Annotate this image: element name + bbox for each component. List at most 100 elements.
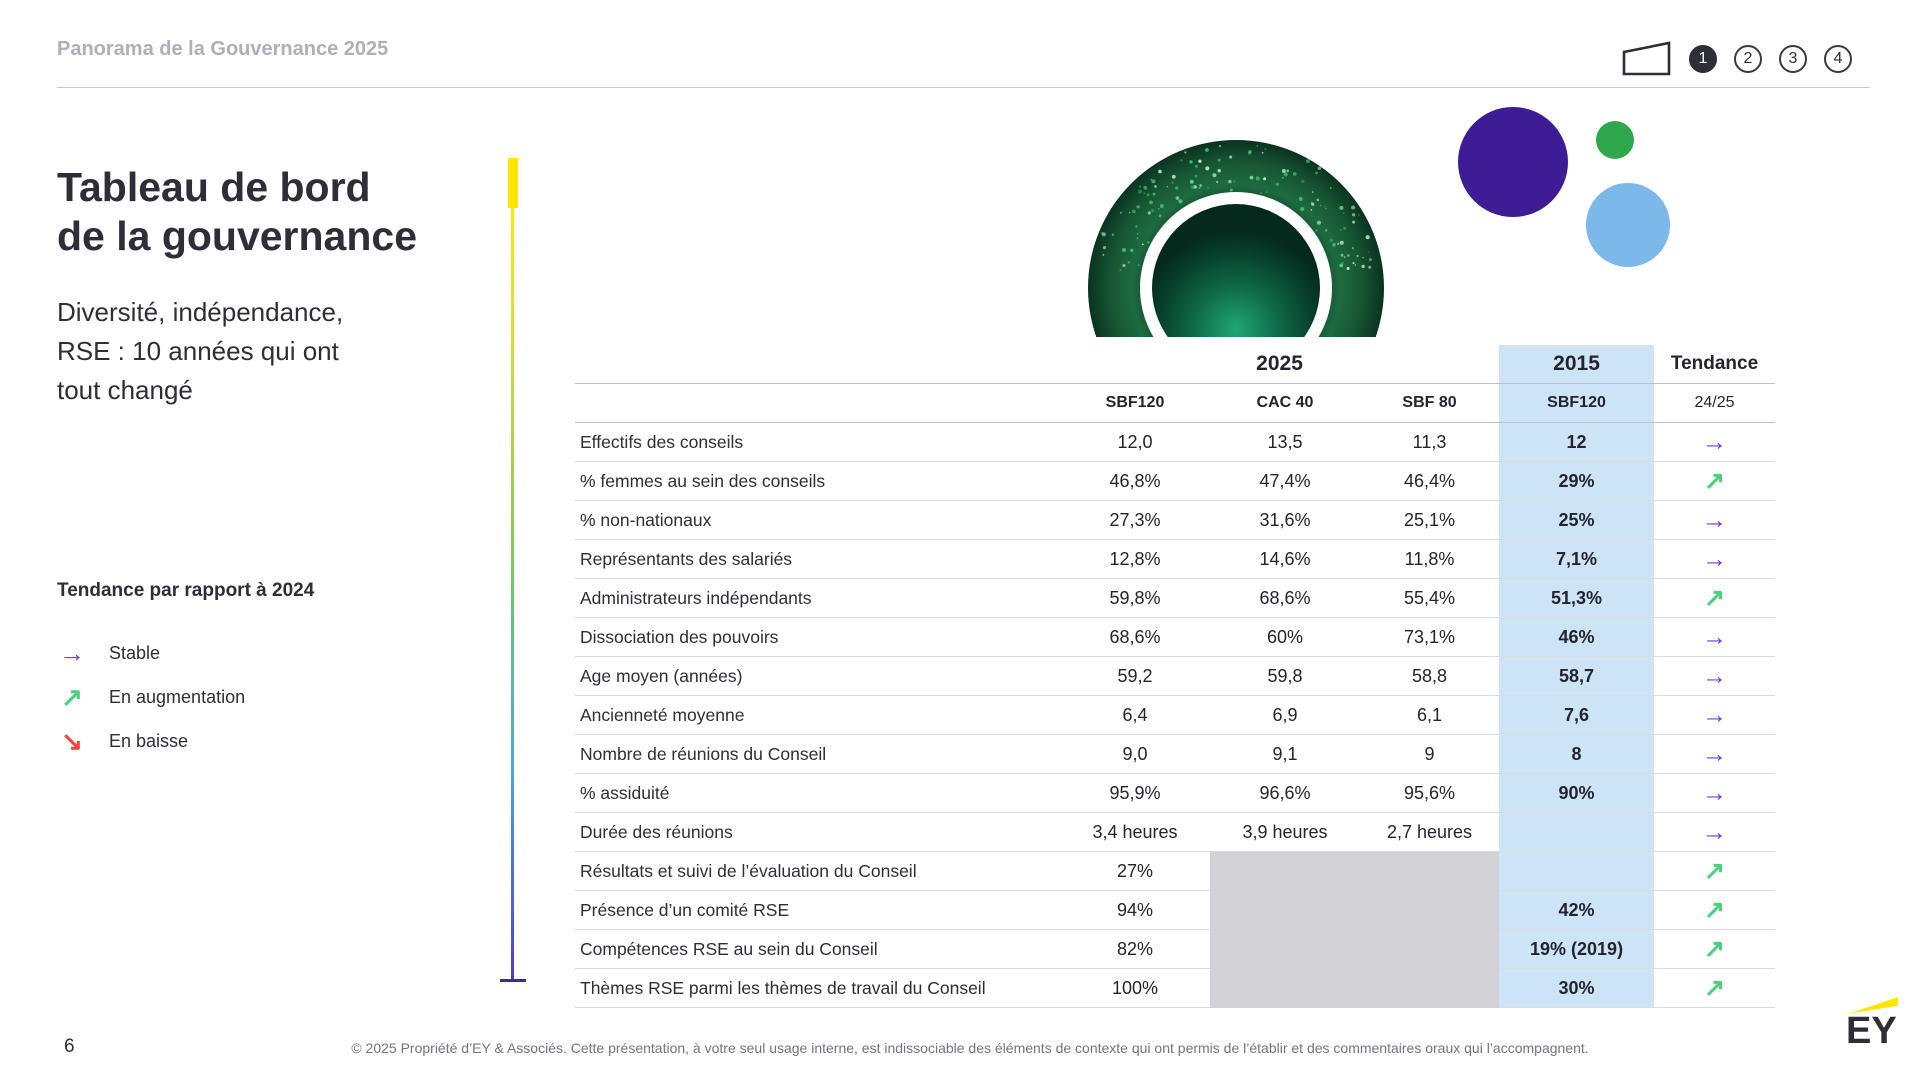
column-header: SBF120 bbox=[1060, 383, 1210, 423]
year-header-2025: 2025 bbox=[1060, 345, 1500, 384]
value-sbf120: 59,8% bbox=[1060, 578, 1210, 618]
trend-up-icon: ↗ bbox=[1654, 461, 1776, 501]
header-divider bbox=[57, 87, 1870, 88]
masked-cell bbox=[1360, 929, 1500, 969]
trend-stable-icon: → bbox=[1654, 812, 1776, 852]
table-year-header-row: 2025 2015 Tendance bbox=[575, 345, 1776, 384]
accent-bar bbox=[508, 158, 518, 208]
row-label: Résultats et suivi de l’évaluation du Co… bbox=[575, 851, 1060, 891]
empty-header-cell bbox=[575, 383, 1060, 423]
legend-label: En baisse bbox=[109, 730, 189, 751]
page-indicator-3[interactable]: 3 bbox=[1779, 45, 1807, 73]
slide-overview-icon[interactable] bbox=[1622, 40, 1672, 78]
trend-up-icon: ↗ bbox=[1654, 968, 1776, 1008]
value-sbf80: 11,8% bbox=[1360, 539, 1500, 579]
masked-cell bbox=[1210, 929, 1360, 969]
value-2015: 42% bbox=[1499, 890, 1655, 930]
row-label: Nombre de réunions du Conseil bbox=[575, 734, 1060, 774]
trend-stable-icon: → bbox=[1654, 422, 1776, 462]
value-cac40: 6,9 bbox=[1210, 695, 1360, 735]
masked-cell bbox=[1210, 890, 1360, 930]
row-label: Ancienneté moyenne bbox=[575, 695, 1060, 735]
value-sbf120: 27% bbox=[1060, 851, 1210, 891]
masked-cell bbox=[1210, 968, 1360, 1008]
legend-item: → Stable bbox=[57, 631, 245, 675]
trend-stable-icon: → bbox=[1654, 539, 1776, 579]
trend-stable-icon: → bbox=[59, 638, 85, 668]
accent-end-tick bbox=[500, 979, 526, 982]
row-label: Effectifs des conseils bbox=[575, 422, 1060, 462]
value-sbf80: 73,1% bbox=[1360, 617, 1500, 657]
row-label: Thèmes RSE parmi les thèmes de travail d… bbox=[575, 968, 1060, 1008]
page-number: 6 bbox=[64, 1036, 75, 1057]
value-2015 bbox=[1499, 851, 1655, 891]
legend-item: ↘ En baisse bbox=[57, 719, 245, 763]
value-sbf120: 100% bbox=[1060, 968, 1210, 1008]
title-line-2: de la gouvernance bbox=[57, 213, 418, 259]
trend-up-icon: ↗ bbox=[1654, 578, 1776, 618]
value-sbf120: 59,2 bbox=[1060, 656, 1210, 696]
value-2015: 8 bbox=[1499, 734, 1655, 774]
trend-up-icon: ↗ bbox=[1654, 851, 1776, 891]
value-sbf120: 9,0 bbox=[1060, 734, 1210, 774]
value-cac40: 13,5 bbox=[1210, 422, 1360, 462]
table-row: Effectifs des conseils 12,0 13,5 11,3 12 → bbox=[575, 422, 1776, 462]
value-sbf80: 25,1% bbox=[1360, 500, 1500, 540]
table-row: Résultats et suivi de l’évaluation du Co… bbox=[575, 851, 1776, 891]
table-row: Présence d’un comité RSE 94% 42% ↗ bbox=[575, 890, 1776, 930]
row-label: % femmes au sein des conseils bbox=[575, 461, 1060, 501]
value-sbf80: 9 bbox=[1360, 734, 1500, 774]
page-subtitle: Diversité, indépendance, RSE : 10 années… bbox=[57, 297, 344, 405]
value-cac40: 96,6% bbox=[1210, 773, 1360, 813]
table-index-header-row: SBF120 CAC 40 SBF 80 SBF120 24/25 bbox=[575, 383, 1776, 423]
title-line-1: Tableau de bord bbox=[57, 164, 371, 210]
value-sbf80: 55,4% bbox=[1360, 578, 1500, 618]
masked-cell bbox=[1360, 851, 1500, 891]
governance-table: 2025 2015 Tendance SBF120 CAC 40 SBF 80 SBF120… bbox=[575, 345, 1776, 1008]
accent-gradient-line bbox=[511, 208, 514, 980]
green-circle bbox=[1596, 121, 1634, 159]
ey-logo: EY bbox=[1846, 997, 1900, 1050]
table-row: Administrateurs indépendants 59,8% 68,6% 55… bbox=[575, 578, 1776, 618]
value-sbf120: 12,0 bbox=[1060, 422, 1210, 462]
table-row: Compétences RSE au sein du Conseil 82% 19%… bbox=[575, 929, 1776, 969]
masked-cell bbox=[1360, 890, 1500, 930]
page-indicator-4[interactable]: 4 bbox=[1824, 45, 1852, 73]
page-title: Tableau de bord de la gouvernance bbox=[57, 163, 417, 261]
year-header-2015: 2015 bbox=[1499, 345, 1655, 384]
table-row: % non-nationaux 27,3% 31,6% 25,1% 25% → bbox=[575, 500, 1776, 540]
value-2015 bbox=[1499, 812, 1655, 852]
row-label: % non-nationaux bbox=[575, 500, 1060, 540]
breadcrumb: Panorama de la Gouvernance 2025 bbox=[57, 38, 389, 60]
trend-stable-icon: → bbox=[1654, 734, 1776, 774]
year-header-tendance: Tendance bbox=[1654, 345, 1776, 384]
page-indicator-2[interactable]: 2 bbox=[1734, 45, 1762, 73]
row-label: Age moyen (années) bbox=[575, 656, 1060, 696]
fiber-optic-arch-image bbox=[1085, 137, 1387, 337]
value-sbf120: 95,9% bbox=[1060, 773, 1210, 813]
trend-down-icon: ↘ bbox=[61, 726, 83, 756]
trend-stable-icon: → bbox=[1654, 617, 1776, 657]
row-label: Dissociation des pouvoirs bbox=[575, 617, 1060, 657]
value-sbf120: 6,4 bbox=[1060, 695, 1210, 735]
trend-stable-icon: → bbox=[1654, 656, 1776, 696]
column-header: 24/25 bbox=[1654, 383, 1776, 423]
legend-item: ↗ En augmentation bbox=[57, 675, 245, 719]
legend-label: En augmentation bbox=[109, 686, 246, 707]
masked-cell bbox=[1360, 968, 1500, 1008]
table-row: Thèmes RSE parmi les thèmes de travail d… bbox=[575, 968, 1776, 1008]
value-sbf120: 94% bbox=[1060, 890, 1210, 930]
value-cac40: 59,8 bbox=[1210, 656, 1360, 696]
table-row: % femmes au sein des conseils 46,8% 47,4% 4… bbox=[575, 461, 1776, 501]
value-sbf80: 95,6% bbox=[1360, 773, 1500, 813]
page-indicator-1[interactable]: 1 bbox=[1689, 45, 1717, 73]
value-sbf120: 82% bbox=[1060, 929, 1210, 969]
value-sbf80: 11,3 bbox=[1360, 422, 1500, 462]
blue-circle bbox=[1586, 183, 1670, 267]
value-2015: 46% bbox=[1499, 617, 1655, 657]
value-cac40: 47,4% bbox=[1210, 461, 1360, 501]
value-2015: 30% bbox=[1499, 968, 1655, 1008]
